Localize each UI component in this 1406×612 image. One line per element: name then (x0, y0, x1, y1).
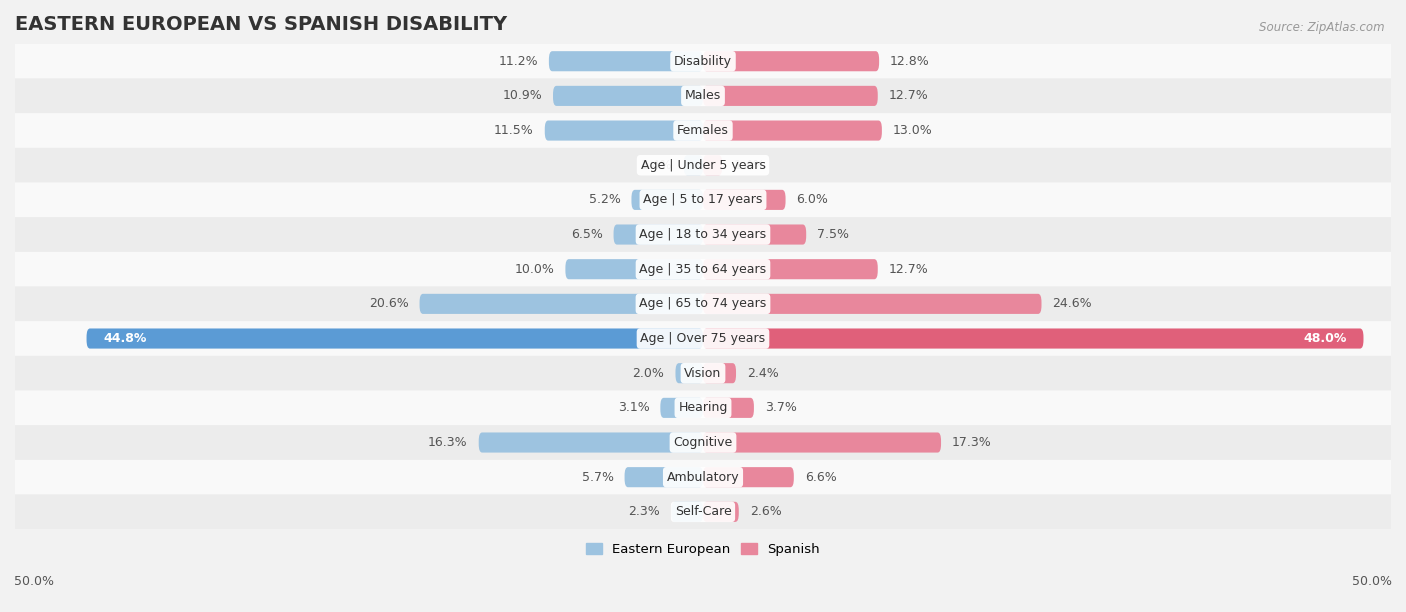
FancyBboxPatch shape (419, 294, 703, 314)
Text: 6.0%: 6.0% (797, 193, 828, 206)
Text: Age | 65 to 74 years: Age | 65 to 74 years (640, 297, 766, 310)
FancyBboxPatch shape (703, 121, 882, 141)
Text: 17.3%: 17.3% (952, 436, 991, 449)
FancyBboxPatch shape (703, 294, 1042, 314)
Text: Source: ZipAtlas.com: Source: ZipAtlas.com (1260, 21, 1385, 34)
Text: Ambulatory: Ambulatory (666, 471, 740, 483)
Text: Disability: Disability (673, 54, 733, 68)
FancyBboxPatch shape (15, 460, 1391, 494)
Text: 6.5%: 6.5% (571, 228, 603, 241)
FancyBboxPatch shape (675, 363, 703, 383)
Text: 7.5%: 7.5% (817, 228, 849, 241)
Text: 10.0%: 10.0% (515, 263, 554, 275)
Text: 11.5%: 11.5% (494, 124, 534, 137)
FancyBboxPatch shape (661, 398, 703, 418)
FancyBboxPatch shape (15, 252, 1391, 286)
FancyBboxPatch shape (478, 433, 703, 452)
FancyBboxPatch shape (15, 390, 1391, 425)
Text: 20.6%: 20.6% (368, 297, 409, 310)
Text: 12.7%: 12.7% (889, 89, 928, 102)
FancyBboxPatch shape (15, 113, 1391, 148)
FancyBboxPatch shape (683, 155, 703, 175)
Text: 11.2%: 11.2% (498, 54, 538, 68)
Text: 2.3%: 2.3% (628, 506, 661, 518)
Text: 2.0%: 2.0% (633, 367, 665, 379)
FancyBboxPatch shape (15, 494, 1391, 529)
Text: 50.0%: 50.0% (14, 575, 53, 588)
Text: 13.0%: 13.0% (893, 124, 932, 137)
FancyBboxPatch shape (15, 182, 1391, 217)
Text: 24.6%: 24.6% (1053, 297, 1092, 310)
FancyBboxPatch shape (548, 51, 703, 71)
FancyBboxPatch shape (15, 44, 1391, 78)
Text: 10.9%: 10.9% (502, 89, 541, 102)
Text: 3.7%: 3.7% (765, 401, 797, 414)
FancyBboxPatch shape (703, 363, 735, 383)
FancyBboxPatch shape (565, 259, 703, 279)
Text: 1.4%: 1.4% (641, 159, 672, 172)
Text: 1.4%: 1.4% (734, 159, 765, 172)
Text: 12.7%: 12.7% (889, 263, 928, 275)
FancyBboxPatch shape (15, 78, 1391, 113)
Text: Age | Over 75 years: Age | Over 75 years (641, 332, 765, 345)
Text: 48.0%: 48.0% (1303, 332, 1347, 345)
Text: Age | Under 5 years: Age | Under 5 years (641, 159, 765, 172)
Text: Vision: Vision (685, 367, 721, 379)
Text: Self-Care: Self-Care (675, 506, 731, 518)
FancyBboxPatch shape (703, 433, 941, 452)
Text: Age | 35 to 64 years: Age | 35 to 64 years (640, 263, 766, 275)
Legend: Eastern European, Spanish: Eastern European, Spanish (581, 538, 825, 561)
FancyBboxPatch shape (703, 51, 879, 71)
FancyBboxPatch shape (631, 190, 703, 210)
FancyBboxPatch shape (15, 286, 1391, 321)
Text: 3.1%: 3.1% (617, 401, 650, 414)
FancyBboxPatch shape (87, 329, 703, 349)
Text: 44.8%: 44.8% (103, 332, 146, 345)
FancyBboxPatch shape (544, 121, 703, 141)
FancyBboxPatch shape (15, 425, 1391, 460)
Text: 5.2%: 5.2% (589, 193, 620, 206)
Text: 12.8%: 12.8% (890, 54, 929, 68)
FancyBboxPatch shape (15, 217, 1391, 252)
FancyBboxPatch shape (624, 467, 703, 487)
FancyBboxPatch shape (703, 259, 877, 279)
Text: Hearing: Hearing (678, 401, 728, 414)
FancyBboxPatch shape (703, 155, 723, 175)
Text: 6.6%: 6.6% (804, 471, 837, 483)
Text: Age | 18 to 34 years: Age | 18 to 34 years (640, 228, 766, 241)
FancyBboxPatch shape (703, 190, 786, 210)
FancyBboxPatch shape (703, 502, 738, 522)
Text: Males: Males (685, 89, 721, 102)
Text: EASTERN EUROPEAN VS SPANISH DISABILITY: EASTERN EUROPEAN VS SPANISH DISABILITY (15, 15, 508, 34)
Text: 2.6%: 2.6% (749, 506, 782, 518)
Text: Age | 5 to 17 years: Age | 5 to 17 years (644, 193, 762, 206)
FancyBboxPatch shape (553, 86, 703, 106)
Text: Females: Females (678, 124, 728, 137)
Text: 2.4%: 2.4% (747, 367, 779, 379)
FancyBboxPatch shape (703, 467, 794, 487)
FancyBboxPatch shape (703, 398, 754, 418)
Text: 5.7%: 5.7% (582, 471, 613, 483)
FancyBboxPatch shape (15, 148, 1391, 182)
FancyBboxPatch shape (703, 86, 877, 106)
FancyBboxPatch shape (15, 356, 1391, 390)
Text: 16.3%: 16.3% (427, 436, 468, 449)
FancyBboxPatch shape (671, 502, 703, 522)
FancyBboxPatch shape (15, 321, 1391, 356)
Text: Cognitive: Cognitive (673, 436, 733, 449)
FancyBboxPatch shape (613, 225, 703, 245)
FancyBboxPatch shape (703, 225, 806, 245)
Text: 50.0%: 50.0% (1353, 575, 1392, 588)
FancyBboxPatch shape (703, 329, 1364, 349)
